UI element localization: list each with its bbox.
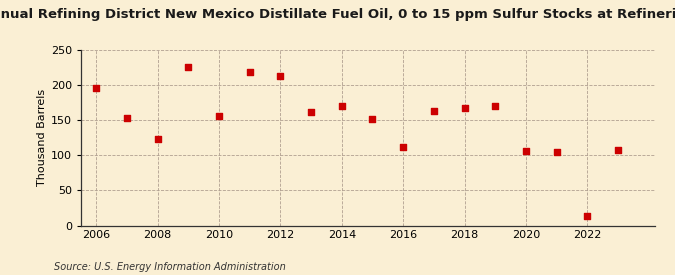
Point (306, 110, 317, 114)
Point (336, 104, 347, 108)
Point (459, 106, 470, 110)
Point (429, 109, 439, 113)
Point (91, 86, 102, 90)
Point (122, 116, 132, 121)
Y-axis label: Thousand Barrels: Thousand Barrels (36, 89, 47, 186)
Text: Source: U.S. Energy Information Administration: Source: U.S. Energy Information Administ… (54, 262, 286, 272)
Point (612, 148, 623, 152)
Point (490, 104, 501, 108)
Point (153, 137, 163, 141)
Point (244, 70, 255, 74)
Point (398, 144, 408, 149)
Point (367, 117, 378, 121)
Point (275, 74, 286, 78)
Point (183, 65, 194, 69)
Point (582, 214, 593, 219)
Point (551, 150, 562, 155)
Point (520, 149, 531, 153)
Text: Annual Refining District New Mexico Distillate Fuel Oil, 0 to 15 ppm Sulfur Stoc: Annual Refining District New Mexico Dist… (0, 8, 675, 21)
Point (214, 114, 225, 119)
